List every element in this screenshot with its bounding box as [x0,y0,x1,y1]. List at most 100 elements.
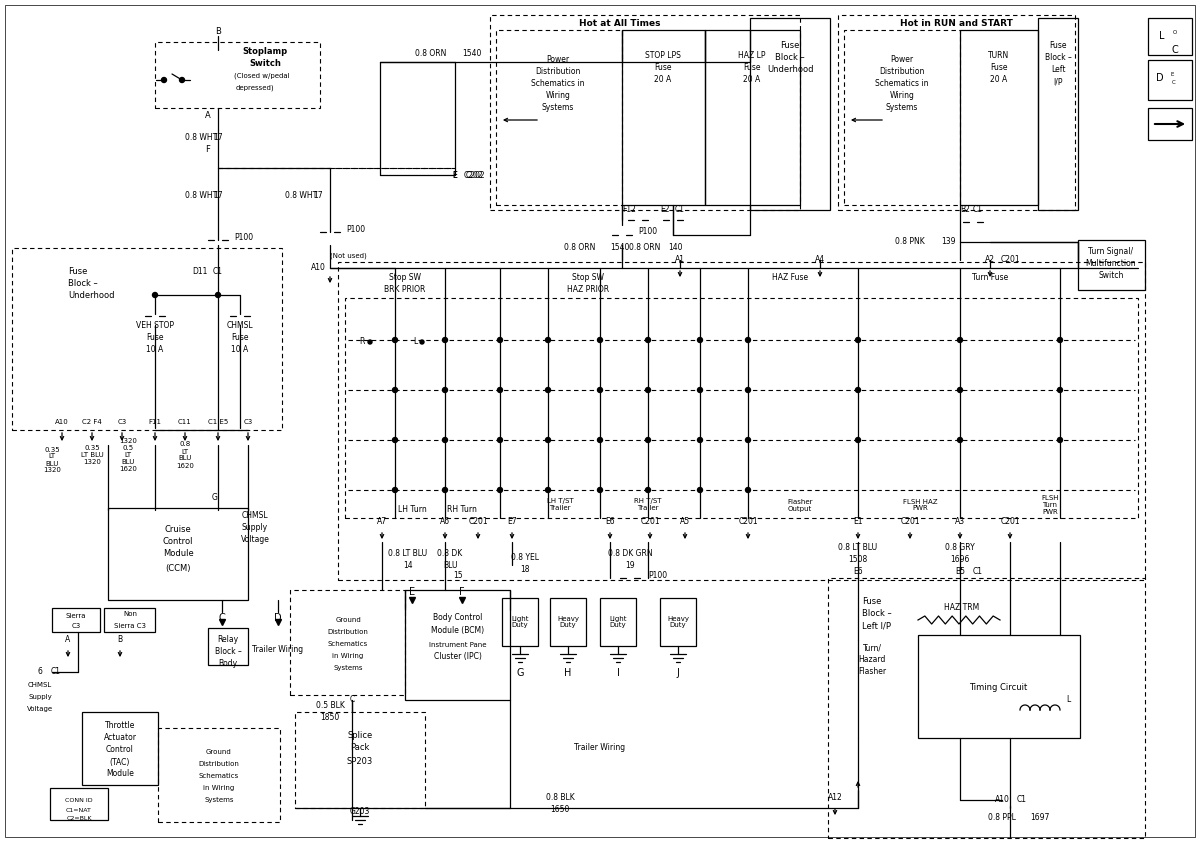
Text: 0.8 ORN: 0.8 ORN [415,50,446,58]
Text: Distribution: Distribution [328,629,368,635]
Text: 0.8 LT BLU: 0.8 LT BLU [389,548,427,557]
Text: (Closed w/pedal: (Closed w/pedal [234,72,290,79]
Text: 0.8 DK: 0.8 DK [437,548,463,557]
Text: 17: 17 [313,191,323,200]
Text: Stop SW: Stop SW [572,274,604,283]
Text: Ground: Ground [206,749,232,755]
Text: Systems: Systems [334,665,362,671]
Text: A10: A10 [55,419,68,425]
Text: Fuse: Fuse [68,268,88,276]
Text: 18: 18 [521,566,529,574]
Circle shape [392,338,397,343]
Text: RH Turn: RH Turn [448,505,476,514]
Text: Cruise: Cruise [164,525,191,535]
Circle shape [856,387,860,392]
Text: Instrument Pane: Instrument Pane [430,642,487,648]
Text: D: D [274,613,282,623]
Text: 0.8 WHT: 0.8 WHT [286,191,317,200]
Text: F12: F12 [622,205,636,215]
Text: 0.8 WHT: 0.8 WHT [185,191,217,200]
Text: A5: A5 [680,518,690,526]
Text: Trailer Wiring: Trailer Wiring [252,646,304,654]
Text: A6: A6 [440,518,450,526]
Text: VEH STOP: VEH STOP [136,321,174,329]
Text: Cluster (IPC): Cluster (IPC) [434,653,482,662]
Text: J: J [677,668,679,678]
Text: C1: C1 [973,568,983,577]
Text: Fuse: Fuse [146,333,163,342]
Text: Block –: Block – [68,280,97,289]
Circle shape [546,488,551,493]
Circle shape [1057,438,1062,443]
Bar [295,712,425,808]
Text: Fuse: Fuse [990,63,1008,72]
Text: C1=NAT: C1=NAT [66,807,92,813]
Bar [208,628,248,665]
Text: Distribution: Distribution [535,67,581,77]
Text: P100: P100 [638,227,658,237]
Text: A2: A2 [985,255,995,264]
Text: Turn Signal/: Turn Signal/ [1088,248,1134,257]
Circle shape [392,438,397,443]
Text: Systems: Systems [542,104,574,113]
Text: Control: Control [106,745,134,754]
Text: C: C [1172,79,1176,84]
Text: A: A [65,636,71,644]
Bar [960,30,1038,205]
Text: Control: Control [163,537,193,546]
Text: Power: Power [890,56,913,65]
Text: 1696: 1696 [950,556,970,564]
Circle shape [958,338,962,343]
Text: C3: C3 [71,623,80,629]
Text: C201: C201 [738,518,758,526]
Text: Ground: Ground [335,617,361,623]
Bar [1148,60,1192,100]
Text: 0.35
LT
BLU
1320: 0.35 LT BLU 1320 [43,446,61,473]
Bar [844,30,960,205]
Text: BRK PRIOR: BRK PRIOR [384,285,426,295]
Text: A12: A12 [828,793,842,802]
Text: C3: C3 [244,419,253,425]
Bar [490,15,800,210]
Text: Non: Non [124,611,137,617]
Text: 10 A: 10 A [232,344,248,354]
Text: C201: C201 [468,518,488,526]
Text: Distribution: Distribution [198,761,240,767]
Circle shape [646,387,650,392]
Circle shape [180,77,185,83]
Text: Supply: Supply [242,523,268,531]
Bar [338,262,1145,580]
Text: G: G [212,493,218,503]
Text: 1540: 1540 [462,50,481,58]
Text: I: I [617,668,619,678]
Text: P100: P100 [234,232,253,242]
Text: Schematics: Schematics [199,773,239,779]
Text: 0.8 ORN: 0.8 ORN [564,243,595,253]
Circle shape [745,488,750,493]
Text: A10: A10 [311,264,325,273]
Text: Module: Module [163,550,193,558]
Text: (CCM): (CCM) [166,563,191,573]
Text: 0.8 PPL: 0.8 PPL [988,813,1016,823]
Text: Fuse: Fuse [232,333,248,342]
Text: Voltage: Voltage [26,706,53,712]
Text: 0.8 WHT: 0.8 WHT [185,134,217,142]
Circle shape [392,387,397,392]
Bar [828,578,1145,838]
Text: Turn/: Turn/ [863,643,882,653]
Bar [155,42,320,108]
Circle shape [216,292,221,297]
Circle shape [697,338,702,343]
Circle shape [598,338,602,343]
Text: CHMSL: CHMSL [28,682,52,688]
Text: L: L [1066,695,1070,705]
Text: E7: E7 [508,518,517,526]
Circle shape [856,338,860,343]
Text: F11: F11 [149,419,162,425]
Text: Module (BCM): Module (BCM) [432,626,485,635]
Text: Block –: Block – [215,647,241,657]
Text: C1 E5: C1 E5 [208,419,228,425]
Bar [1078,240,1145,290]
Text: TURN: TURN [989,51,1009,60]
Text: 0.8 PNK: 0.8 PNK [895,237,925,247]
